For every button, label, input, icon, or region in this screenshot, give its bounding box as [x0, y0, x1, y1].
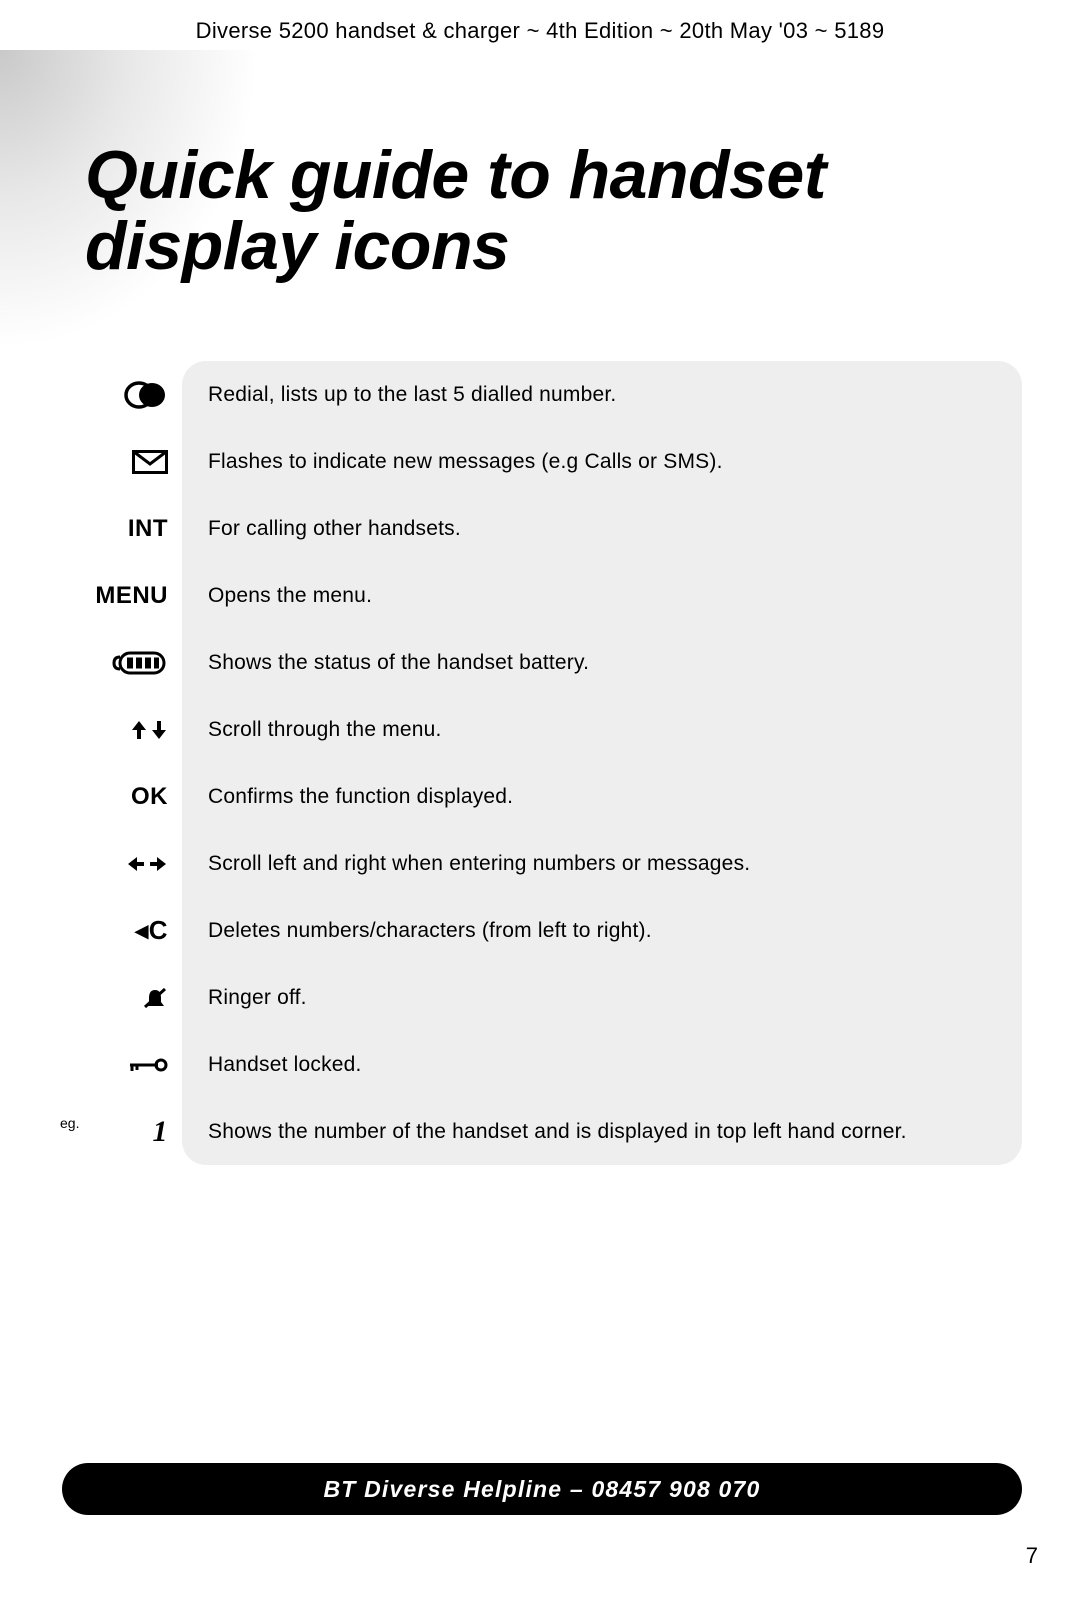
table-row: Ringer off. — [62, 964, 1022, 1031]
row-desc: For calling other handsets. — [182, 495, 1022, 562]
row-desc: Deletes numbers/characters (from left to… — [182, 897, 1022, 964]
row-desc: Ringer off. — [182, 964, 1022, 1031]
icon-text: 1 — [153, 1115, 169, 1149]
page-title: Quick guide to handset display icons — [85, 140, 826, 283]
row-desc: Shows the status of the handset battery. — [182, 629, 1022, 696]
icon-text: OK — [131, 783, 168, 811]
table-row: MENU Opens the menu. — [62, 562, 1022, 629]
title-line-1: Quick guide to handset — [85, 137, 826, 213]
table-row: Scroll through the menu. — [62, 696, 1022, 763]
table-row: OK Confirms the function displayed. — [62, 763, 1022, 830]
row-desc: Handset locked. — [182, 1031, 1022, 1098]
icon-text: INT — [128, 515, 168, 543]
footer-helpline-bar: BT Diverse Helpline – 08457 908 070 — [62, 1463, 1022, 1515]
row-desc: Scroll through the menu. — [182, 696, 1022, 763]
row-desc: Scroll left and right when entering numb… — [182, 830, 1022, 897]
table-row: Redial, lists up to the last 5 dialled n… — [62, 361, 1022, 428]
int-label: INT — [62, 515, 182, 543]
row-desc: Opens the menu. — [182, 562, 1022, 629]
redial-icon — [62, 381, 182, 409]
table-row: Shows the status of the handset battery. — [62, 629, 1022, 696]
icon-text: MENU — [95, 582, 168, 610]
table-row: eg. 1 Shows the number of the handset an… — [62, 1098, 1022, 1165]
page-number: 7 — [1026, 1543, 1038, 1569]
ok-label: OK — [62, 783, 182, 811]
up-down-arrows-icon — [62, 719, 182, 741]
icon-text: ◂C — [135, 915, 168, 946]
key-lock-icon — [62, 1057, 182, 1073]
delete-c-icon: ◂C — [62, 915, 182, 946]
table-row: ◂C Deletes numbers/characters (from left… — [62, 897, 1022, 964]
envelope-icon — [62, 450, 182, 474]
left-right-arrows-icon — [62, 855, 182, 873]
handset-number-icon: eg. 1 — [62, 1115, 182, 1149]
row-desc: Shows the number of the handset and is d… — [182, 1098, 1022, 1165]
row-desc: Redial, lists up to the last 5 dialled n… — [182, 361, 1022, 428]
title-line-2: display icons — [85, 211, 826, 282]
table-row: Scroll left and right when entering numb… — [62, 830, 1022, 897]
row-desc: Flashes to indicate new messages (e.g Ca… — [182, 428, 1022, 495]
table-row: Handset locked. — [62, 1031, 1022, 1098]
menu-label: MENU — [62, 582, 182, 610]
ringer-off-icon — [62, 987, 182, 1009]
eg-label: eg. — [60, 1115, 79, 1131]
table-row: Flashes to indicate new messages (e.g Ca… — [62, 428, 1022, 495]
row-desc: Confirms the function displayed. — [182, 763, 1022, 830]
icon-guide-table: Redial, lists up to the last 5 dialled n… — [62, 361, 1022, 1165]
battery-icon — [62, 650, 182, 676]
header-line: Diverse 5200 handset & charger ~ 4th Edi… — [0, 18, 1080, 44]
table-row: INT For calling other handsets. — [62, 495, 1022, 562]
